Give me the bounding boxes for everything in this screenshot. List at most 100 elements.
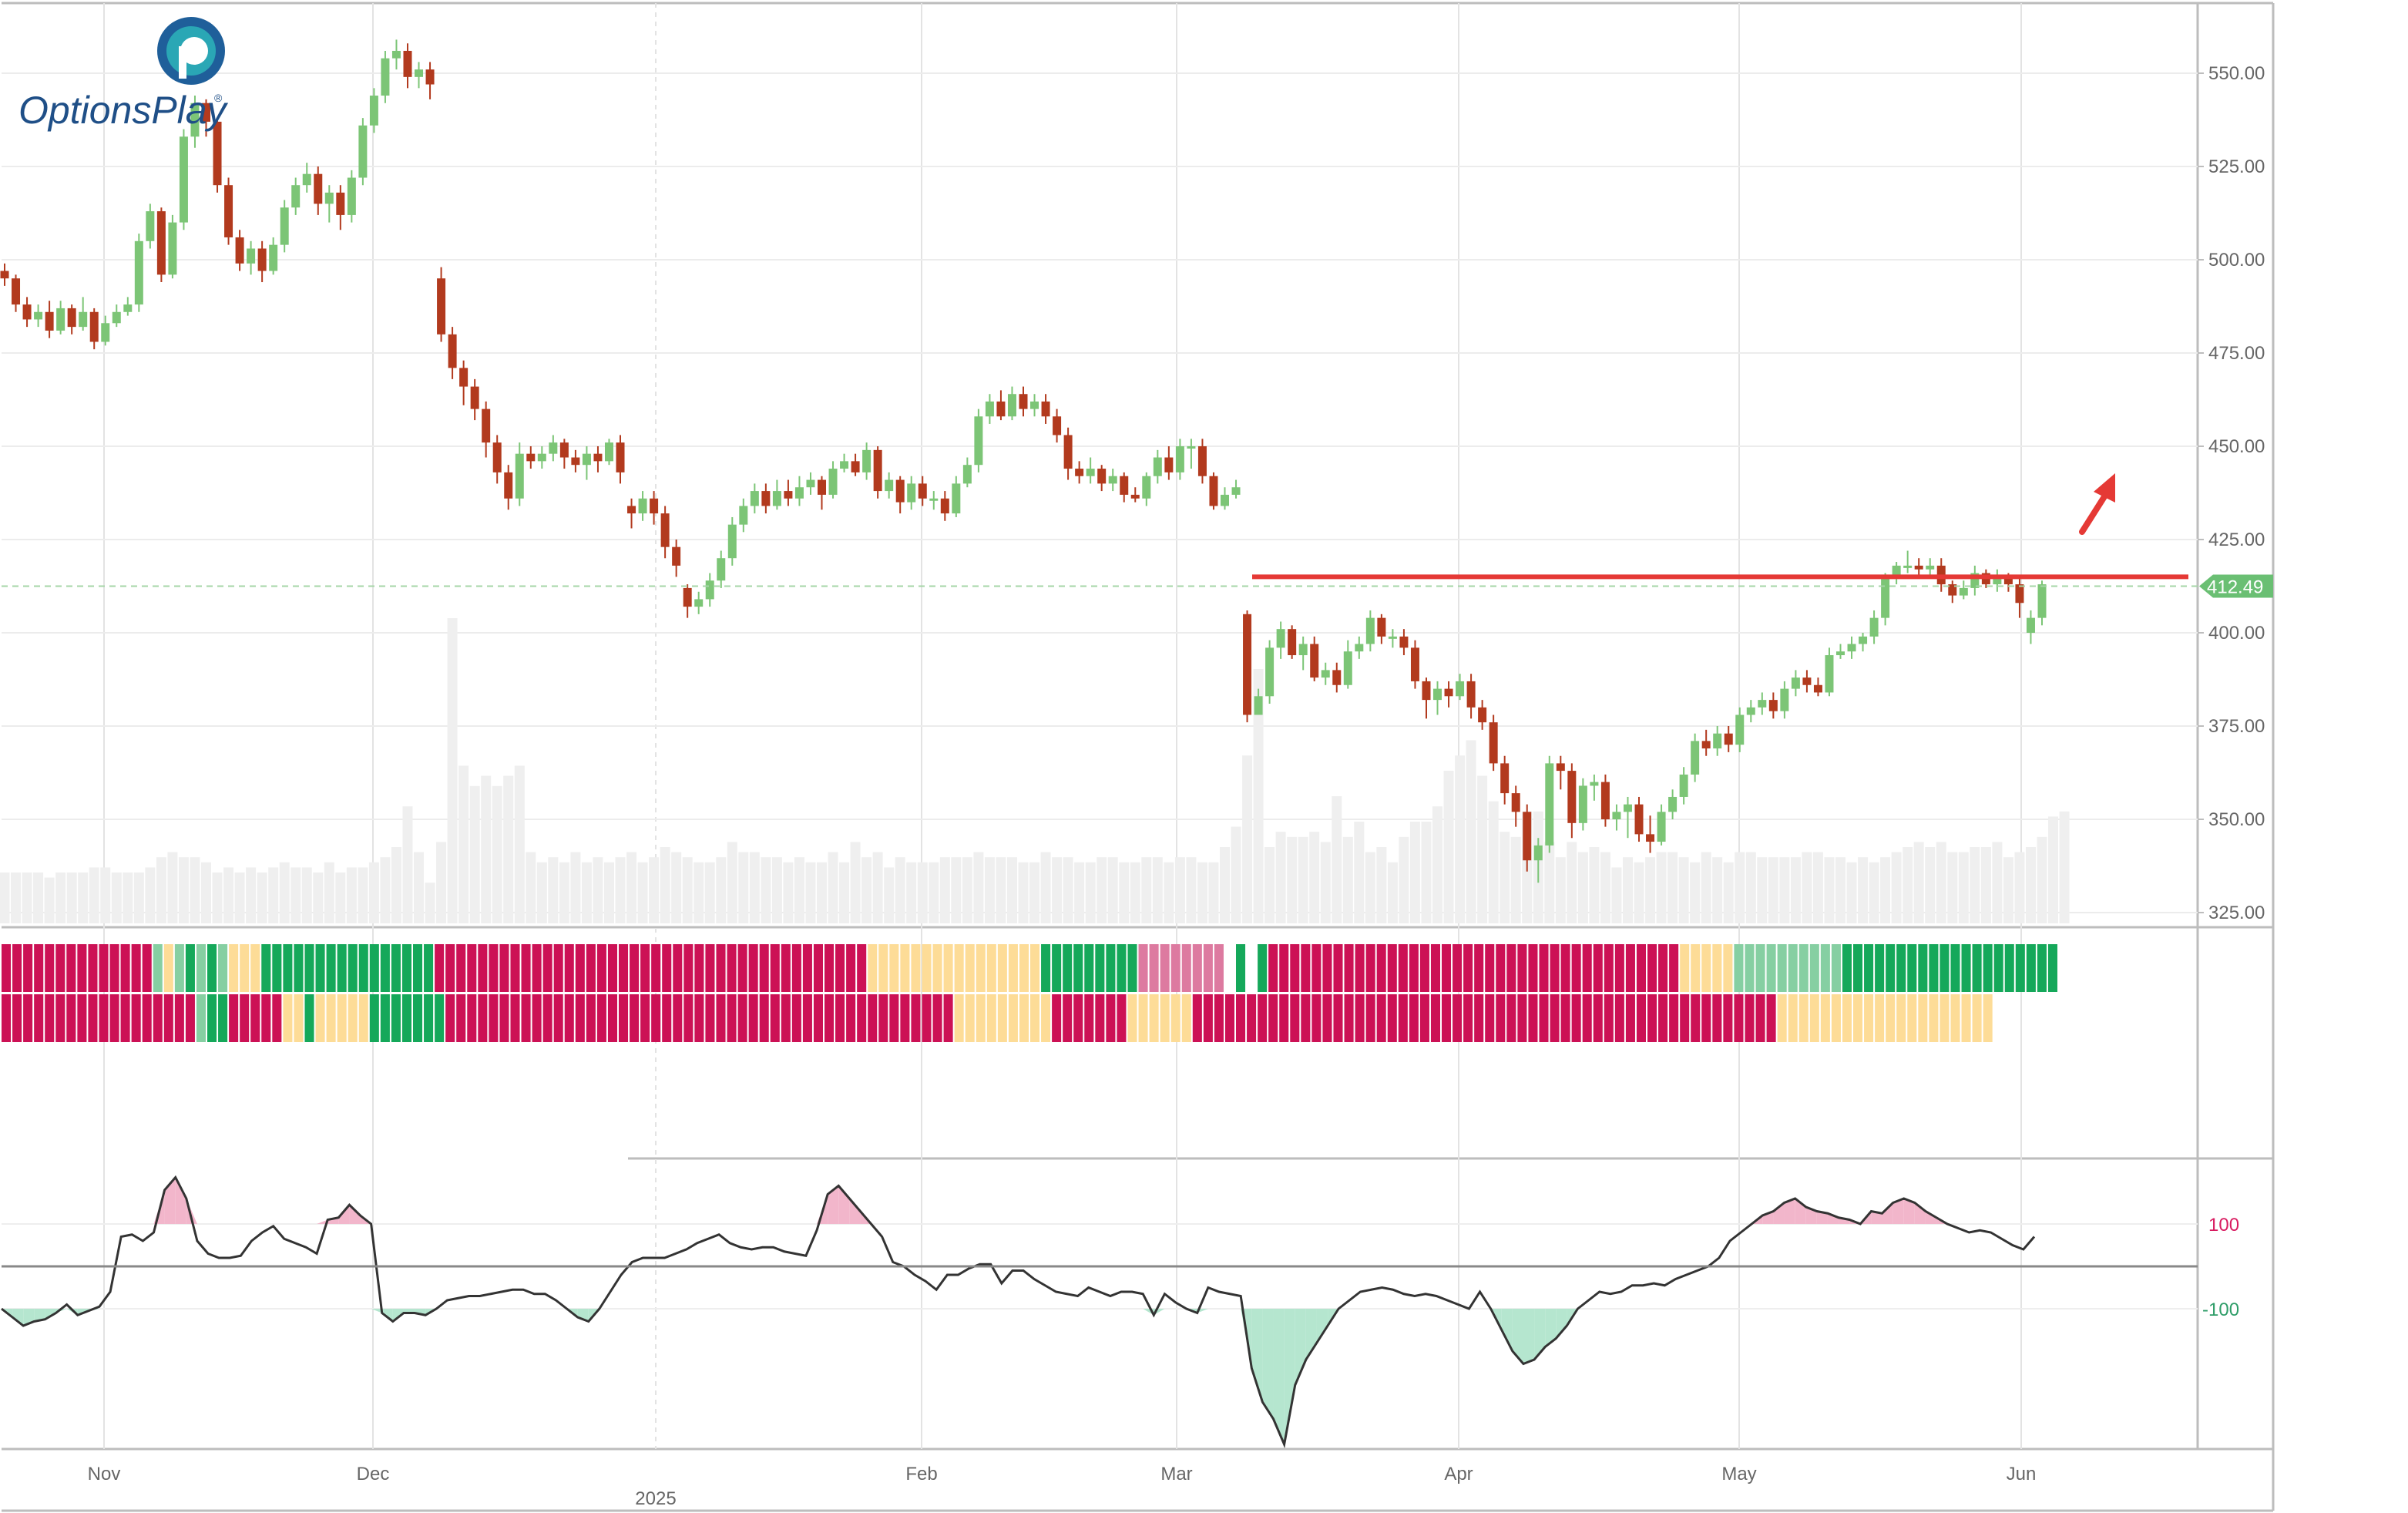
indicator-band-cell <box>1604 994 1614 1042</box>
candle <box>45 301 54 338</box>
indicator-band-cell <box>1138 944 1148 992</box>
volume-bar <box>1029 862 1040 923</box>
indicator-band-cell <box>1236 994 1246 1042</box>
indicator-band-cell <box>337 944 347 992</box>
candle <box>1623 796 1632 839</box>
volume-bar <box>1891 852 1902 923</box>
volume-bar <box>492 785 502 923</box>
indicator-band-cell <box>304 994 314 1042</box>
volume-bar <box>704 862 715 923</box>
indicator-band-cell <box>1117 944 1127 992</box>
volume-bar <box>1197 862 1207 923</box>
volume-bar <box>167 852 178 923</box>
candle <box>672 540 681 577</box>
indicator-band-cell <box>640 994 650 1042</box>
volume-bar <box>1219 847 1230 923</box>
indicator-band-cell <box>673 994 683 1042</box>
indicator-band-cell <box>240 944 250 992</box>
oscillator-oversold-fill <box>1501 1309 1513 1351</box>
indicator-band-cell <box>1539 994 1549 1042</box>
indicator-band-cell <box>153 994 163 1042</box>
chart-frame <box>2 2 2275 1512</box>
oscillator-overbought-fill <box>164 1177 176 1224</box>
candle <box>1545 755 1554 853</box>
candle <box>1175 439 1184 480</box>
indicator-band-cell <box>315 944 325 992</box>
indicator-band-cell <box>1647 994 1657 1042</box>
volume-bar <box>603 862 614 923</box>
candle <box>1197 439 1207 484</box>
indicator-band-cell <box>499 994 509 1042</box>
volume-bar <box>481 775 492 923</box>
candle <box>515 442 524 506</box>
indicator-band-cell <box>1181 944 1191 992</box>
candle <box>1288 625 1297 659</box>
volume-bar <box>1913 842 1924 923</box>
candle <box>1892 562 1901 585</box>
indicator-band-cell <box>791 944 801 992</box>
volume-bar <box>1577 852 1588 923</box>
volume-bar <box>1253 669 1264 923</box>
indicator-band-cell <box>1214 944 1224 992</box>
indicator-band-cell <box>99 994 109 1042</box>
indicator-band-cell <box>965 994 975 1042</box>
candle <box>190 96 200 148</box>
volume-bar <box>425 883 435 923</box>
indicator-band-cell <box>1983 994 1993 1042</box>
indicator-band-cell <box>1224 994 1234 1042</box>
volume-bar <box>514 765 525 923</box>
candle <box>571 449 580 472</box>
indicator-band-cell <box>1290 944 1300 992</box>
indicator-band-cell <box>1008 944 1018 992</box>
volume-bar <box>1768 857 1778 923</box>
indicator-band-cell <box>759 994 769 1042</box>
indicator-band-cell <box>1896 944 1906 992</box>
indicator-band-cell <box>1842 994 1852 1042</box>
indicator-band-cell <box>846 944 856 992</box>
volume-bar <box>1107 857 1118 923</box>
indicator-band-cell <box>1636 944 1646 992</box>
indicator-band-cell <box>683 944 694 992</box>
candle <box>324 185 334 223</box>
indicator-band-cell <box>55 944 65 992</box>
indicator-band-cell <box>673 944 683 992</box>
candle <box>1164 446 1174 480</box>
candle <box>280 200 289 253</box>
indicator-band-cell <box>283 994 293 1042</box>
indicator-band-cell <box>922 994 932 1042</box>
indicator-band-cell <box>1831 994 1841 1042</box>
indicator-band-cell <box>976 994 986 1042</box>
indicator-band-cell <box>1355 994 1365 1042</box>
candle <box>1970 565 1980 596</box>
candle <box>952 476 961 517</box>
volume-bar <box>1970 847 1980 923</box>
indicator-band-cell <box>1247 994 1257 1042</box>
indicator-band-cell <box>142 944 152 992</box>
candle <box>1701 729 1711 756</box>
indicator-band-cell <box>889 944 899 992</box>
indicator-band-cell <box>445 994 455 1042</box>
indicator-band-cell <box>1831 944 1841 992</box>
volume-bar <box>1455 755 1466 923</box>
indicator-band-cell <box>1918 944 1928 992</box>
volume-bar <box>1074 862 1085 923</box>
candle <box>660 506 670 559</box>
oscillator-oversold-fill <box>1316 1309 1328 1343</box>
volume-bar <box>190 857 200 923</box>
volume-bar <box>1399 836 1409 923</box>
volume-bar <box>1712 857 1723 923</box>
candle <box>482 401 491 458</box>
volume-bar <box>1846 862 1857 923</box>
volume-bar <box>1443 771 1454 923</box>
indicator-band-cell <box>1625 994 1635 1042</box>
volume-bar <box>783 862 794 923</box>
indicator-band-cell <box>748 944 758 992</box>
indicator-band-cell <box>1127 994 1137 1042</box>
oscillator-oversold-fill <box>1512 1309 1523 1364</box>
indicator-band-cell <box>2004 944 2014 992</box>
volume-bar <box>1130 862 1140 923</box>
volume-bar <box>615 857 626 923</box>
indicator-band-cell <box>1918 994 1928 1042</box>
volume-bar <box>0 872 10 923</box>
candle <box>156 207 166 283</box>
